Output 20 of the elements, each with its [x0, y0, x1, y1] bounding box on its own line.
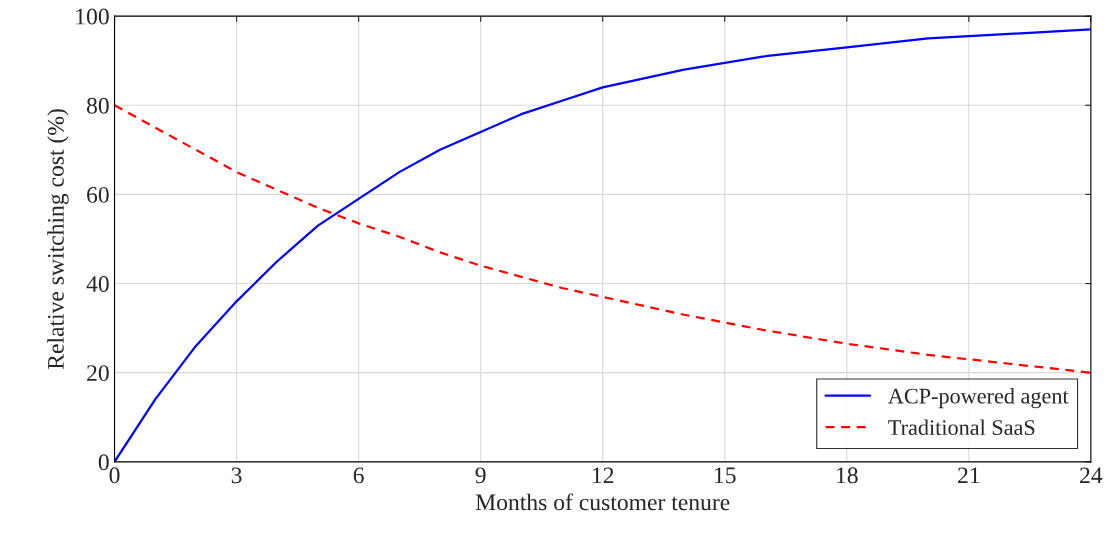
legend-label: Traditional SaaS [888, 419, 1035, 436]
x-tick-label: 24 [1080, 467, 1103, 484]
x-axis-title: Months of customer tenure [475, 493, 730, 511]
x-tick-label: 15 [715, 467, 736, 484]
y-tick-label: 20 [87, 365, 109, 382]
x-tick-label: 21 [958, 467, 980, 484]
line-series [114, 104, 1091, 374]
y-tick-label: 100 [76, 8, 109, 25]
x-tick-label: 6 [353, 467, 364, 484]
y-axis-title: Relative switching cost (%) [47, 109, 69, 370]
x-tick-label: 18 [837, 467, 858, 484]
x-tick-label: 3 [231, 467, 242, 484]
legend-label: ACP-powered agent [888, 387, 1069, 409]
y-tick-label: 60 [87, 186, 109, 203]
x-tick-label: 0 [109, 467, 120, 484]
x-tick-label: 12 [592, 467, 614, 484]
y-tick-label: 80 [86, 97, 109, 114]
y-tick-label: 0 [98, 454, 109, 471]
y-tick-label: 40 [86, 276, 109, 292]
x-tick-label: 9 [475, 467, 486, 484]
